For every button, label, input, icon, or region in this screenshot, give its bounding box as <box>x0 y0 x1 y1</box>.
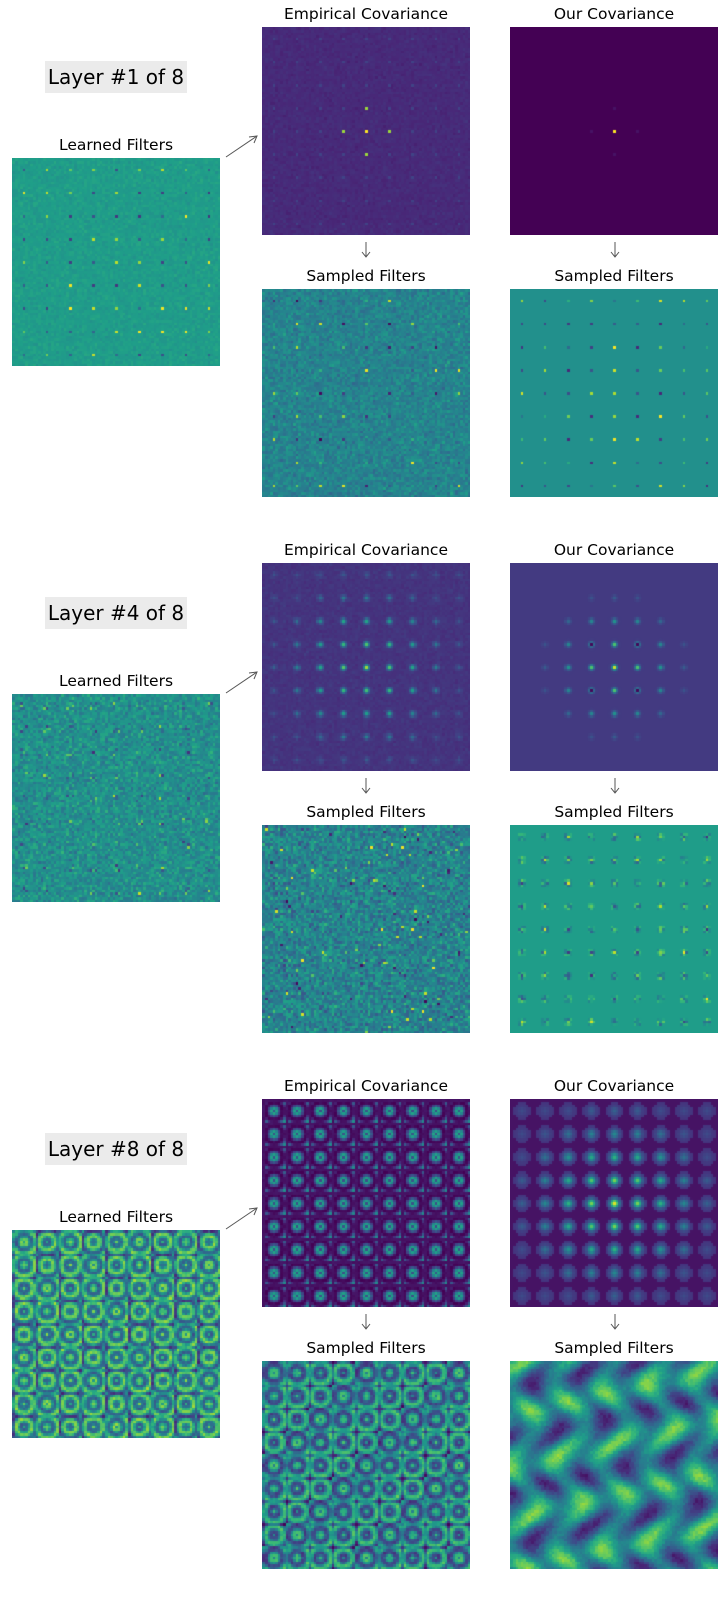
our-covariance-image <box>510 1099 718 1307</box>
our-sampled-filters-image <box>510 1361 718 1569</box>
layer-label: Layer #1 of 8 <box>45 61 187 93</box>
learned-filters-image <box>12 158 220 366</box>
empirical-sampled-filters-title: Sampled Filters <box>306 1339 426 1357</box>
empirical-covariance-title: Empirical Covariance <box>283 5 448 23</box>
empirical-sampled-filters-image <box>262 289 470 497</box>
learned-to-empirical-arrow <box>225 135 258 158</box>
our-sampled-filters-title: Sampled Filters <box>554 1339 674 1357</box>
empirical-covariance-image <box>262 563 470 771</box>
empirical-sampled-filters-image <box>262 825 470 1033</box>
our-covariance-title: Our Covariance <box>553 541 675 559</box>
connector-arrows <box>225 671 620 794</box>
layer-8-section: Layer #8 of 8 Learned Filters Empirical … <box>0 1072 722 1608</box>
layer-4-section: Layer #4 of 8 Learned Filters Empirical … <box>0 536 722 1072</box>
our-covariance-image <box>510 563 718 771</box>
our-sampled-filters-title: Sampled Filters <box>554 803 674 821</box>
learned-filters-title: Learned Filters <box>58 672 174 690</box>
empirical-sampled-filters-title: Sampled Filters <box>306 267 426 285</box>
empirical-sampled-filters-title: Sampled Filters <box>306 803 426 821</box>
connector-arrows <box>225 135 620 258</box>
our-covariance-image <box>510 27 718 235</box>
connector-arrows <box>225 1207 620 1330</box>
learned-filters-image <box>12 1230 220 1438</box>
learned-filters-title: Learned Filters <box>58 1208 174 1226</box>
learned-to-empirical-arrow <box>225 671 258 694</box>
empirical-sampled-filters-image <box>262 1361 470 1569</box>
layer-label: Layer #8 of 8 <box>45 1133 187 1165</box>
learned-filters-image <box>12 694 220 902</box>
layer-label: Layer #4 of 8 <box>45 597 187 629</box>
empirical-covariance-image <box>262 27 470 235</box>
learned-filters-title: Learned Filters <box>58 136 174 154</box>
our-sampled-filters-title: Sampled Filters <box>554 267 674 285</box>
layer-1-section: Layer #1 of 8 Learned Filters Empirical … <box>0 0 722 536</box>
empirical-covariance-title: Empirical Covariance <box>283 1077 448 1095</box>
our-covariance-title: Our Covariance <box>553 5 675 23</box>
our-sampled-filters-image <box>510 825 718 1033</box>
empirical-covariance-image <box>262 1099 470 1307</box>
our-covariance-title: Our Covariance <box>553 1077 675 1095</box>
empirical-covariance-title: Empirical Covariance <box>283 541 448 559</box>
our-sampled-filters-image <box>510 289 718 497</box>
learned-to-empirical-arrow <box>225 1207 258 1230</box>
